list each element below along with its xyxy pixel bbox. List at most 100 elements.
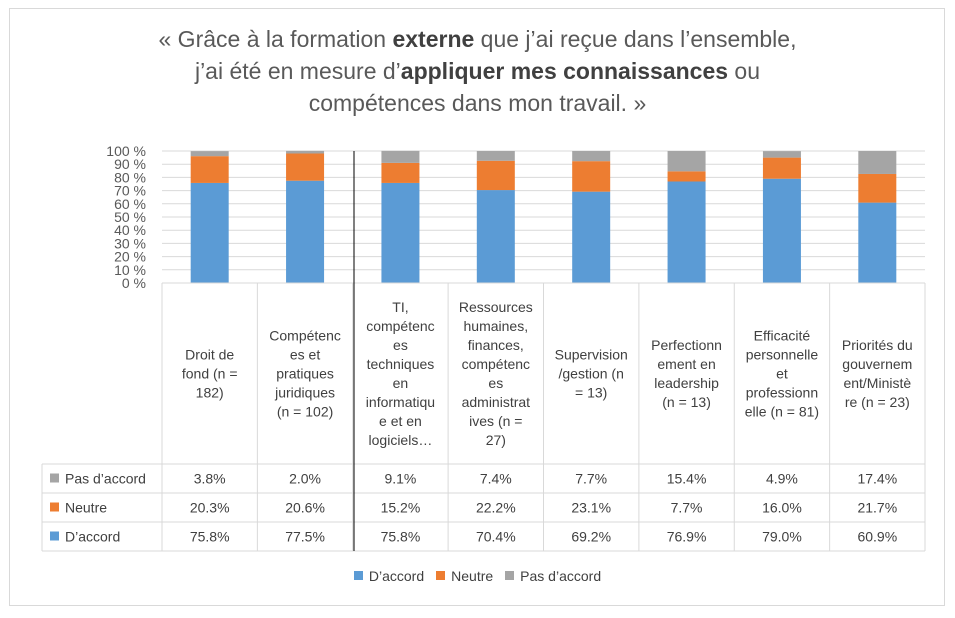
category-label: Perfectionn xyxy=(651,337,722,353)
category-label: fond (n = xyxy=(182,366,238,382)
bar-segment xyxy=(858,151,897,174)
bar-segment xyxy=(667,171,706,182)
category-label: elle (n = 81) xyxy=(745,404,819,420)
bar-segment xyxy=(572,191,611,283)
data-label: 9.1% xyxy=(384,471,416,487)
bar-segment xyxy=(476,160,515,191)
category-label: (n = 13) xyxy=(662,394,711,410)
data-label: 21.7% xyxy=(857,500,897,516)
data-label: 22.2% xyxy=(476,500,516,516)
table-legend-key xyxy=(50,502,59,512)
legend-item: D’accord xyxy=(353,568,425,584)
category-label: gouvernem xyxy=(842,356,912,372)
category-label: es xyxy=(488,375,503,391)
bar-segment xyxy=(190,182,229,283)
legend-item: Neutre xyxy=(436,568,493,584)
category-label: finances, xyxy=(468,337,524,353)
bar-segment xyxy=(286,180,325,283)
category-label: en xyxy=(393,375,409,391)
y-tick-label: 40 % xyxy=(114,222,146,238)
category-label: pratiques xyxy=(276,366,334,382)
chart-frame xyxy=(9,8,945,606)
category-label: = 13) xyxy=(575,385,607,401)
data-label: 4.9% xyxy=(766,471,798,487)
data-label: 15.2% xyxy=(381,500,421,516)
category-label: 27) xyxy=(486,432,506,448)
data-label: 23.1% xyxy=(571,500,611,516)
bar-segment xyxy=(858,202,897,283)
data-label: 17.4% xyxy=(857,471,897,487)
y-tick-label: 10 % xyxy=(114,262,146,278)
category-label: es et xyxy=(290,347,320,363)
category-label: informatiqu xyxy=(366,394,435,410)
y-tick-label: 30 % xyxy=(114,235,146,251)
category-label: personnelle xyxy=(746,347,819,363)
data-label: 20.6% xyxy=(285,500,325,516)
category-label: juridiques xyxy=(274,385,335,401)
category-label: e et en xyxy=(379,413,422,429)
data-label: 75.8% xyxy=(190,529,230,545)
gridlines xyxy=(162,150,925,284)
y-axis: 0 %10 %20 %30 %40 %50 %60 %70 %80 %90 %1… xyxy=(106,143,146,291)
data-label: 7.4% xyxy=(480,471,512,487)
category-label: et xyxy=(776,366,788,382)
table-series-name: Neutre xyxy=(65,500,107,516)
category-label: administrat xyxy=(462,394,531,410)
data-label: 20.3% xyxy=(190,500,230,516)
bar-segment xyxy=(476,190,515,283)
data-label: 60.9% xyxy=(857,529,897,545)
category-label: leadership xyxy=(654,375,719,391)
category-label: logiciels… xyxy=(369,432,433,448)
legend-label: D’accord xyxy=(368,568,425,584)
category-label: (n = 102) xyxy=(277,404,333,420)
category-label: techniques xyxy=(367,356,435,372)
category-label: ent/Ministè xyxy=(843,375,911,391)
legend-swatch xyxy=(505,571,515,580)
category-label: Ressources xyxy=(459,299,533,315)
legend: D’accord Neutre Pas d’accord xyxy=(0,568,955,584)
category-label: 182) xyxy=(196,385,224,401)
bar-segment xyxy=(286,150,325,154)
category-label: compétenc xyxy=(462,356,530,372)
y-tick-label: 20 % xyxy=(114,249,146,265)
bar-segment xyxy=(381,150,420,163)
y-tick-label: 60 % xyxy=(114,196,146,212)
bar-segment xyxy=(381,162,420,183)
y-tick-label: 50 % xyxy=(114,209,146,225)
category-label: es xyxy=(393,337,408,353)
bar-segment xyxy=(190,156,229,183)
bar-segment xyxy=(190,151,229,157)
category-label: Supervision xyxy=(555,347,628,363)
bars xyxy=(190,150,897,283)
bar-segment xyxy=(572,161,611,192)
legend-label: Pas d’accord xyxy=(520,568,602,584)
category-label: Efficacité xyxy=(754,328,811,344)
bar-segment xyxy=(762,178,801,283)
table-legend-key xyxy=(50,531,59,541)
data-label: 70.4% xyxy=(476,529,516,545)
bar-segment xyxy=(858,173,897,203)
category-label: ement en xyxy=(657,356,715,372)
data-label: 15.4% xyxy=(667,471,707,487)
table-series-name: D’accord xyxy=(65,529,120,545)
bar-segment xyxy=(667,151,706,172)
bar-segment xyxy=(476,151,515,161)
legend-swatch xyxy=(436,571,446,580)
category-label: TI, xyxy=(392,299,408,315)
category-label: professionn xyxy=(746,385,818,401)
bar-segment xyxy=(286,153,325,181)
table-legend-key xyxy=(50,473,59,483)
category-label: Compétenc xyxy=(269,328,341,344)
data-label: 75.8% xyxy=(381,529,421,545)
y-tick-label: 80 % xyxy=(114,169,146,185)
chart-title: « Grâce à la formation externe que j’ai … xyxy=(158,26,797,116)
category-label: re (n = 23) xyxy=(845,394,910,410)
category-label: Droit de xyxy=(185,347,234,363)
table-series-name: Pas d’accord xyxy=(65,471,146,487)
y-tick-label: 0 % xyxy=(122,275,146,291)
y-tick-label: 90 % xyxy=(114,156,146,172)
category-label: humaines, xyxy=(464,318,529,334)
y-tick-label: 100 % xyxy=(106,143,146,159)
bar-segment xyxy=(762,157,801,179)
